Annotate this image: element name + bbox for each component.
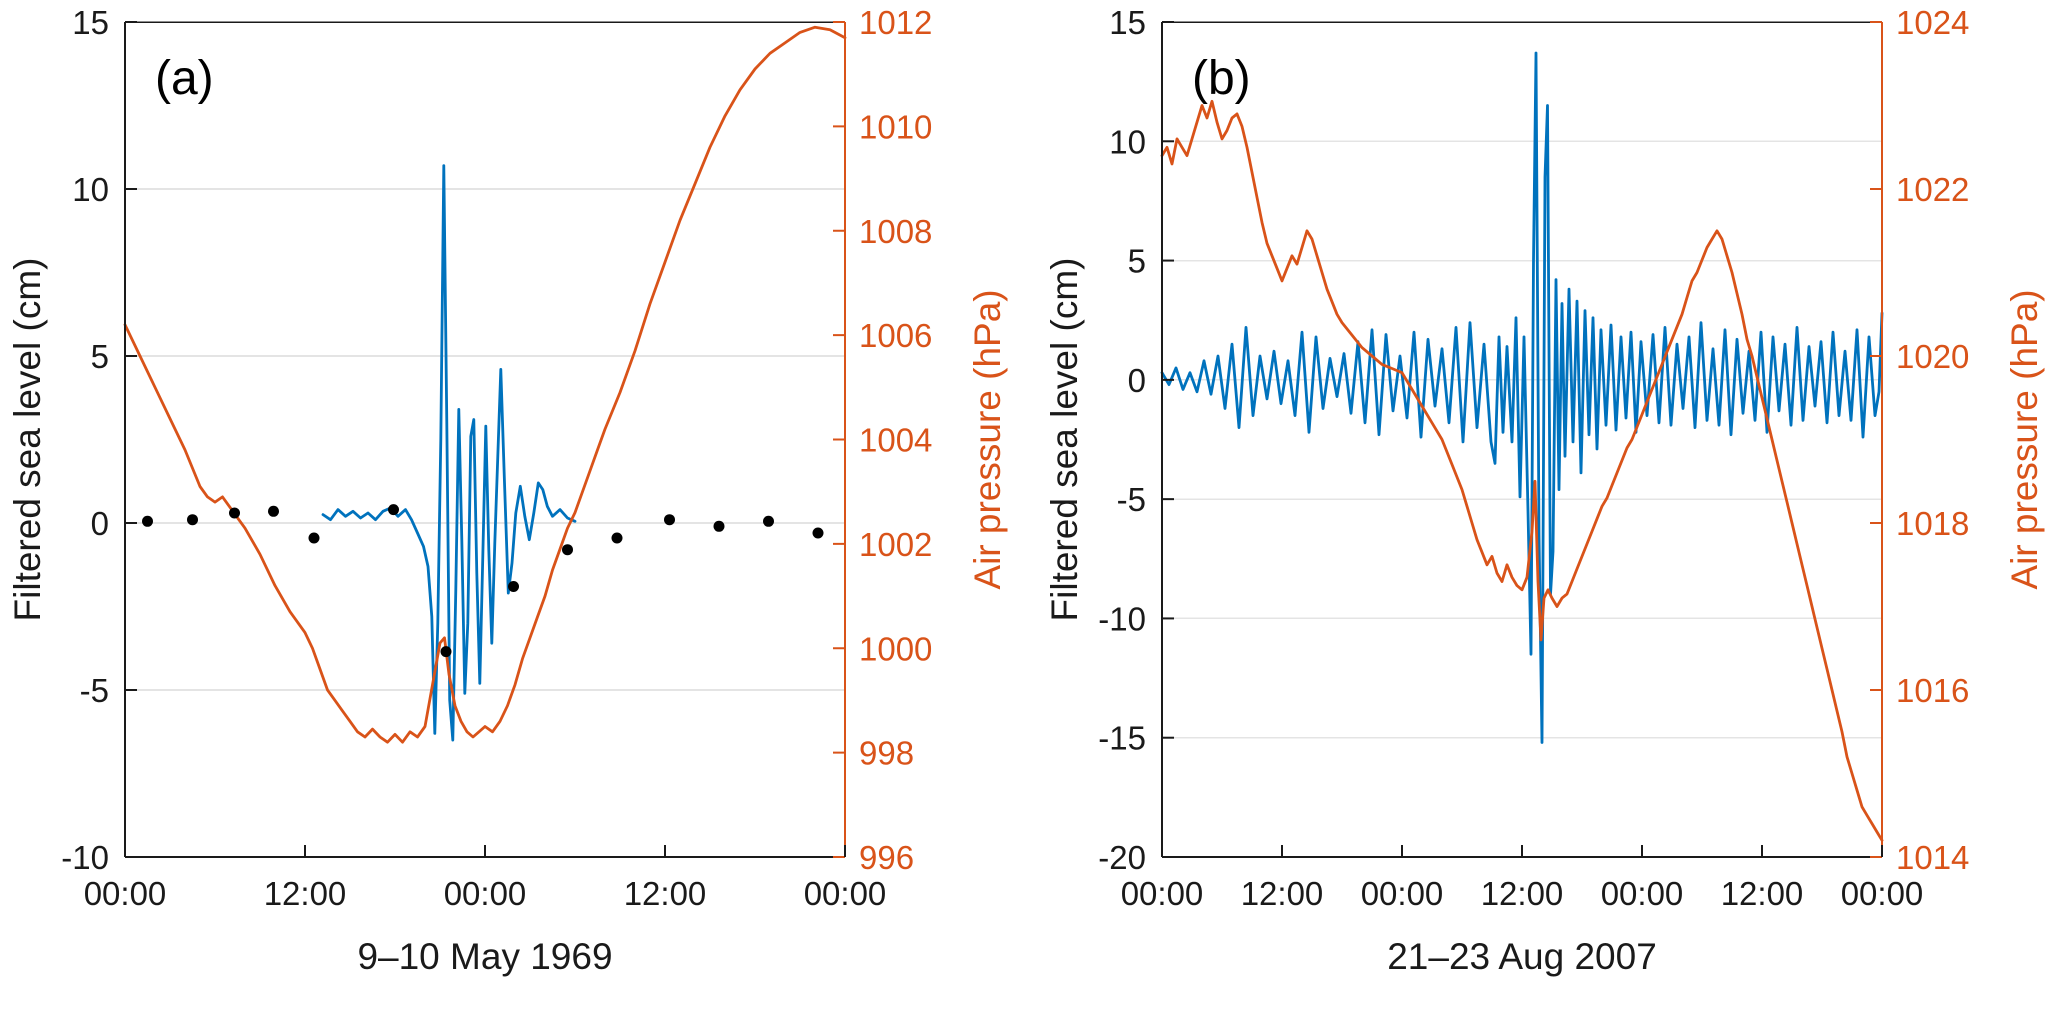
panel-a: -10 -5 0 5 10 15 996 998 1000 1002 1004 1006 1008 101… bbox=[0, 0, 1030, 1029]
panel-b: -20 -15 -10 -5 0 5 10 15 1014 1016 1018 1020 1022 102… bbox=[1037, 0, 2067, 1029]
right-tick-label: 1008 bbox=[859, 213, 932, 250]
left-tick-label: -10 bbox=[1098, 600, 1146, 637]
x-tick-label: 00:00 bbox=[84, 875, 167, 912]
right-tick-label: 1002 bbox=[859, 526, 932, 563]
left-tick-label: -5 bbox=[1117, 481, 1146, 518]
left-tick-label: 5 bbox=[91, 338, 109, 375]
hourly-dot bbox=[229, 507, 240, 519]
left-tick-label: 15 bbox=[72, 4, 109, 41]
x-tick-label: 00:00 bbox=[1601, 875, 1684, 912]
pressure-line bbox=[123, 25, 847, 744]
x-tick-label: 12:00 bbox=[624, 875, 707, 912]
panel-b-chart: -20 -15 -10 -5 0 5 10 15 1014 1016 1018 1020 1022 102… bbox=[1044, 4, 2045, 977]
right-tick-label: 1014 bbox=[1896, 839, 1969, 876]
left-tick-label: -20 bbox=[1098, 839, 1146, 876]
hourly-dot bbox=[611, 532, 623, 544]
left-tick-label: 0 bbox=[91, 505, 109, 542]
x-tick-label: 00:00 bbox=[1841, 875, 1924, 912]
right-tick-label: 996 bbox=[859, 839, 914, 876]
right-tick-label: 1000 bbox=[859, 630, 932, 667]
hourly-dot bbox=[763, 515, 774, 527]
right-tick-label: 1024 bbox=[1896, 4, 1969, 41]
y-axis-label-right: Air pressure (hPa) bbox=[2004, 289, 2045, 589]
right-tick-label: 1016 bbox=[1896, 672, 1969, 709]
x-tick-label: 00:00 bbox=[444, 875, 527, 912]
y-axis-label-right: Air pressure (hPa) bbox=[967, 289, 1008, 589]
panel-letter: (b) bbox=[1192, 52, 1251, 105]
x-tick-label: 12:00 bbox=[264, 875, 347, 912]
right-tick-label: 1022 bbox=[1896, 171, 1969, 208]
x-tick-label: 12:00 bbox=[1721, 875, 1804, 912]
hourly-dot bbox=[664, 514, 675, 526]
x-tick-label: 12:00 bbox=[1481, 875, 1564, 912]
right-tick-label: 1010 bbox=[859, 108, 932, 145]
x-tick-label: 00:00 bbox=[804, 875, 887, 912]
hourly-dot bbox=[508, 581, 519, 592]
right-tick-label: 1020 bbox=[1896, 338, 1969, 375]
right-tick-label: 1006 bbox=[859, 317, 932, 354]
hourly-dot bbox=[388, 504, 399, 516]
left-tick-label: -15 bbox=[1098, 720, 1146, 757]
pressure-line bbox=[1160, 99, 1884, 842]
left-tick-label: 15 bbox=[1109, 4, 1146, 41]
left-tick-label: 10 bbox=[72, 171, 109, 208]
y-axis-label-left: Filtered sea level (cm) bbox=[1044, 258, 1085, 622]
x-tick-label: 00:00 bbox=[1121, 875, 1204, 912]
left-tick-label: -5 bbox=[80, 672, 109, 709]
right-tick-label: 1012 bbox=[859, 4, 932, 41]
right-tick-label: 1004 bbox=[859, 422, 932, 459]
left-tick-label: 0 bbox=[1128, 362, 1146, 399]
hourly-dot bbox=[713, 520, 725, 532]
hourly-dot bbox=[812, 527, 824, 539]
x-axis-label: 21–23 Aug 2007 bbox=[1387, 936, 1657, 977]
hourly-dot bbox=[308, 532, 320, 544]
hourly-dot bbox=[142, 515, 153, 527]
left-tick-label: -10 bbox=[61, 839, 109, 876]
right-tick-label: 998 bbox=[859, 735, 914, 772]
left-tick-label: 5 bbox=[1128, 243, 1146, 280]
sea_level-line bbox=[1160, 51, 1884, 744]
right-tick-label: 1018 bbox=[1896, 505, 1969, 542]
panel-letter: (a) bbox=[155, 52, 214, 105]
x-axis-label: 9–10 May 1969 bbox=[357, 936, 612, 977]
hourly-dot bbox=[562, 544, 573, 556]
panel-a-chart: -10 -5 0 5 10 15 996 998 1000 1002 1004 1006 1008 101… bbox=[7, 4, 1008, 977]
hourly-dot bbox=[268, 505, 279, 517]
hourly-dot bbox=[187, 514, 198, 526]
hourly-dot bbox=[440, 646, 452, 658]
x-tick-label: 12:00 bbox=[1241, 875, 1324, 912]
x-tick-label: 00:00 bbox=[1361, 875, 1444, 912]
left-tick-label: 10 bbox=[1109, 123, 1146, 160]
y-axis-label-left: Filtered sea level (cm) bbox=[7, 258, 48, 622]
